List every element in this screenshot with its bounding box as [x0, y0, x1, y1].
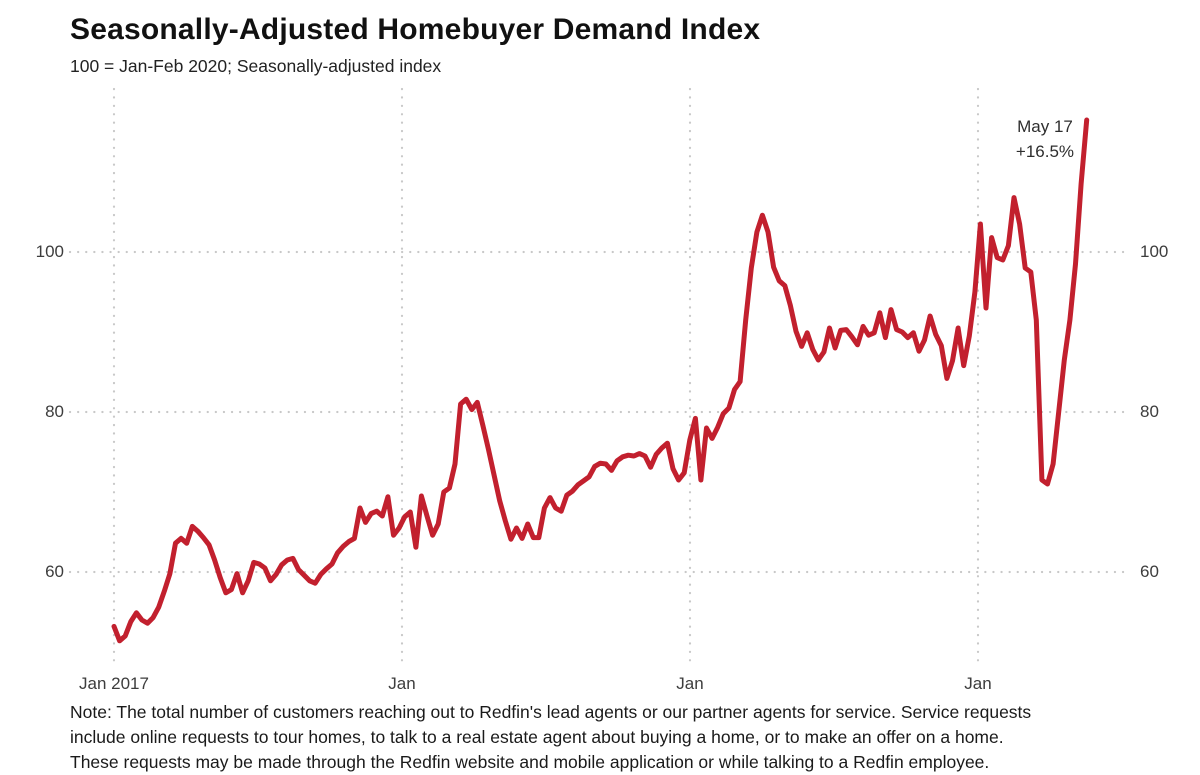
footnote-line-1: Note: The total number of customers reac… [70, 702, 1032, 722]
y-axis-label-right-80: 80 [1140, 402, 1159, 421]
y-axis-label-right-60: 60 [1140, 562, 1159, 581]
y-axis-label-left-100: 100 [35, 242, 64, 261]
page-title: Seasonally-Adjusted Homebuyer Demand Ind… [70, 13, 761, 46]
latest-point-annotation: May 17 +16.5% [985, 114, 1105, 164]
x-axis-label-jan-2019: Jan [676, 674, 704, 693]
y-axis-label-left-80: 80 [45, 402, 64, 421]
annotation-value: +16.5% [1015, 142, 1075, 161]
annotation-date: May 17 [1017, 117, 1073, 136]
footnote: Note: The total number of customers reac… [70, 700, 1180, 775]
x-axis-label-jan-2018: Jan [388, 674, 416, 693]
chart-subtitle: 100 = Jan-Feb 2020; Seasonally-adjusted … [70, 56, 442, 76]
x-axis-label-jan-2020: Jan [964, 674, 992, 693]
y-axis-label-right-100: 100 [1140, 242, 1169, 261]
footnote-line-2: include online requests to tour homes, t… [70, 727, 1004, 747]
x-axis-label-jan-2017: Jan 2017 [79, 674, 149, 693]
footnote-line-3: These requests may be made through the R… [70, 752, 990, 772]
y-axis-label-left-60: 60 [45, 562, 64, 581]
